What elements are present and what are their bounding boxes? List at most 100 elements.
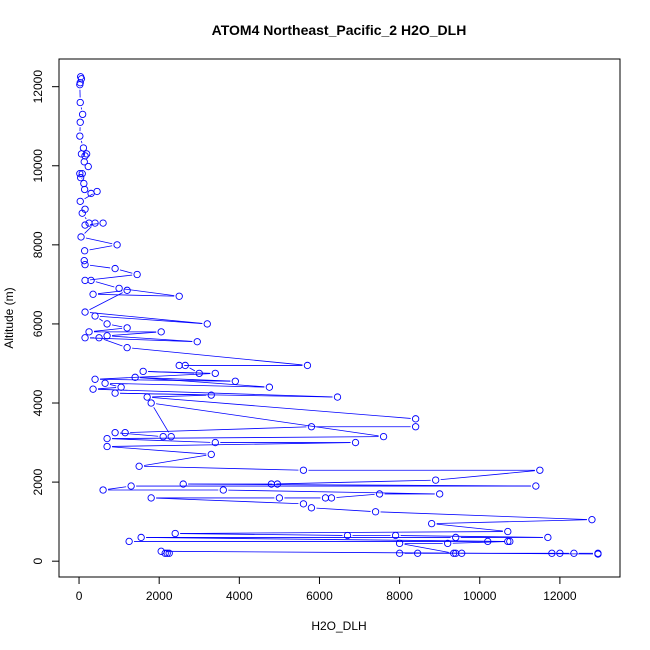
data-point [231, 377, 239, 385]
data-point [333, 393, 342, 401]
series-line-segment [452, 541, 505, 544]
series-line-segment [98, 387, 117, 390]
data-point [139, 367, 147, 376]
data-point [103, 320, 111, 328]
data-point [80, 158, 88, 166]
data-point [321, 494, 330, 502]
series-line-segment [98, 293, 175, 297]
data-point [179, 480, 187, 488]
series-line-segment [89, 312, 203, 324]
data-point [76, 98, 84, 107]
data-point [103, 434, 111, 443]
x-tick-label: 6000 [306, 589, 333, 603]
data-point [351, 438, 360, 447]
data-point [78, 110, 87, 119]
data-point [123, 344, 131, 352]
data-point [163, 549, 171, 557]
data-point [143, 393, 151, 401]
series-line-segment [100, 378, 231, 382]
series-line-segment [180, 531, 503, 534]
data-point [413, 549, 422, 557]
data-point [532, 482, 540, 490]
data-point [99, 219, 107, 227]
series-line-segment [89, 274, 133, 281]
data-point [594, 550, 602, 558]
data-point [157, 547, 165, 555]
series-line-segment [99, 318, 104, 322]
data-point [80, 257, 88, 265]
data-point [327, 494, 336, 502]
y-axis-label: Altitude (m) [2, 287, 16, 348]
series-line-segment [189, 367, 196, 372]
data-point [77, 150, 86, 158]
series-line-segment [119, 269, 133, 274]
series-line-segment [112, 442, 351, 447]
data-point [111, 264, 119, 273]
y-tick-label: 0 [31, 558, 45, 565]
data-point [556, 549, 564, 557]
data-point [157, 328, 165, 336]
series-line-segment [110, 382, 265, 388]
data-point [111, 429, 119, 437]
data-point [171, 529, 179, 538]
data-point [91, 219, 99, 227]
data-point [117, 383, 125, 391]
data-point [193, 338, 201, 346]
chart-title: ATOM4 Northeast_Pacific_2 H2O_DLH [212, 22, 467, 38]
data-point [371, 508, 380, 516]
data-point [115, 284, 123, 292]
series-line-segment [120, 432, 159, 437]
data-point [147, 399, 155, 407]
data-point [81, 308, 89, 316]
x-tick-label: 2000 [146, 589, 173, 603]
y-axis: 0 2000 4000 6000 8000 10000 12000 [31, 70, 60, 565]
series-line-segment [112, 331, 157, 336]
series-line-segment [120, 392, 207, 396]
series-line-segment [316, 507, 371, 512]
data-point [450, 549, 458, 557]
data-point [159, 432, 167, 441]
data-point [81, 221, 89, 229]
series-line-segment [84, 193, 93, 200]
x-tick-label: 8000 [386, 589, 413, 603]
series-line-segment [124, 288, 175, 296]
data-point [432, 476, 440, 484]
data-point [195, 369, 203, 378]
data-point [275, 494, 284, 502]
y-tick-label: 4000 [31, 389, 45, 416]
series-line-segment [152, 394, 207, 398]
data-point [99, 486, 107, 494]
series-line-segment [144, 466, 299, 471]
y-tick-label: 12000 [31, 70, 45, 104]
data-point [147, 494, 155, 502]
series-line-segment [112, 335, 193, 342]
data-point [87, 276, 95, 285]
data-point [303, 361, 312, 370]
data-point [103, 442, 111, 451]
data-point [299, 500, 308, 508]
data-point [80, 247, 89, 255]
data-point [452, 549, 460, 557]
data-point [79, 144, 88, 152]
x-tick-label: 0 [76, 589, 83, 603]
data-point [93, 187, 101, 196]
series-line-segment [436, 519, 587, 524]
series-line-segment [156, 403, 379, 437]
series-line-segment [146, 537, 503, 542]
data-point [504, 527, 512, 536]
series-line-segment [111, 324, 123, 328]
data-point [307, 504, 316, 512]
series-line-segment [153, 407, 169, 433]
data-point [123, 286, 131, 294]
data-point [161, 549, 169, 557]
series-line-segment [84, 226, 92, 234]
data-point [167, 432, 175, 441]
data-point [95, 334, 103, 342]
data-point [273, 480, 282, 488]
series-line-segment [140, 377, 231, 382]
y-tick-label: 10000 [31, 149, 45, 183]
data-point [588, 516, 596, 524]
data-point [411, 423, 420, 431]
series-line-segment [100, 373, 211, 380]
data-point [395, 549, 404, 557]
